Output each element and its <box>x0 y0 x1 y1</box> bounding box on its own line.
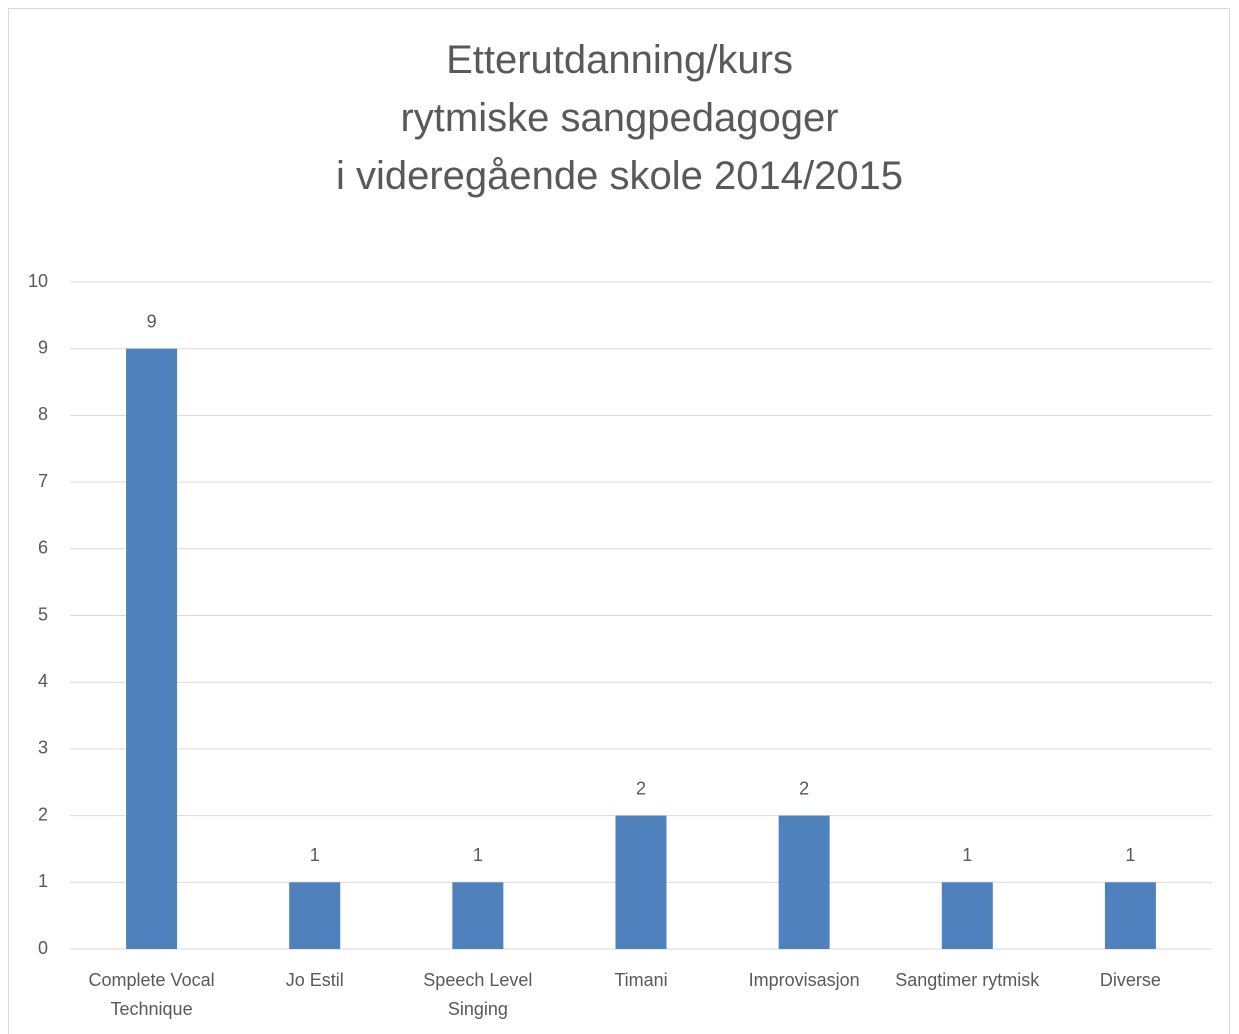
y-tick-label: 4 <box>38 671 48 691</box>
y-tick-label: 5 <box>38 604 48 624</box>
bar <box>941 882 993 949</box>
data-label: 1 <box>473 845 483 865</box>
chart-title: Etterutdanning/kurs rytmiske sangpedagog… <box>335 38 904 198</box>
y-tick-label: 6 <box>38 538 48 558</box>
y-tick-label: 2 <box>38 804 48 824</box>
x-tick-label: Speech Level Singing <box>423 970 533 1019</box>
data-label: 2 <box>799 778 809 798</box>
y-tick-label: 8 <box>38 404 48 424</box>
chart-frame <box>8 8 1230 1034</box>
y-tick-label: 9 <box>38 337 48 357</box>
y-tick-label: 1 <box>38 871 48 891</box>
bar <box>289 882 341 949</box>
data-label: 1 <box>1125 845 1135 865</box>
bar <box>452 882 504 949</box>
bar <box>1104 882 1156 949</box>
x-tick-label: Complete Vocal Technique <box>88 970 215 1019</box>
x-tick-label: Diverse <box>1099 970 1161 990</box>
y-tick-label: 0 <box>38 938 48 958</box>
bar <box>126 348 178 949</box>
x-tick-label: Improvisasjon <box>748 970 860 990</box>
y-tick-label: 10 <box>28 271 48 291</box>
data-label: 9 <box>147 311 157 331</box>
y-tick-label: 7 <box>38 471 48 491</box>
x-tick-label: Jo Estil <box>285 970 344 990</box>
data-label: 2 <box>636 778 646 798</box>
data-label: 1 <box>310 845 320 865</box>
x-tick-label: Sangtimer rytmisk <box>895 970 1040 990</box>
bar <box>778 815 830 949</box>
data-label: 1 <box>962 845 972 865</box>
x-tick-label: Timani <box>614 970 668 990</box>
bar <box>615 815 667 949</box>
y-tick-label: 3 <box>38 738 48 758</box>
